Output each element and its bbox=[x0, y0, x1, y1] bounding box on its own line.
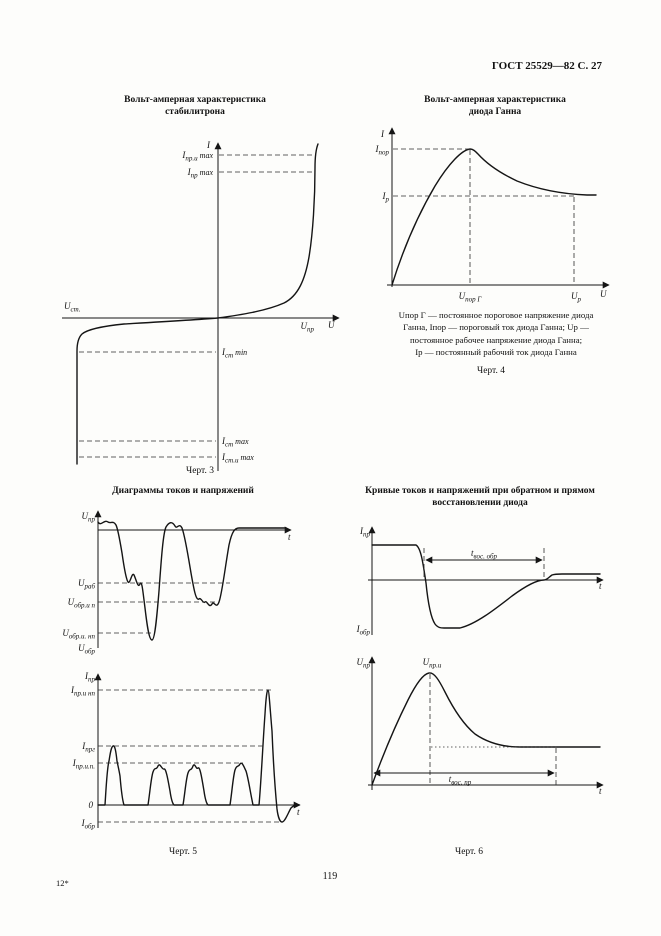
fig3-label-ust: Uст. bbox=[64, 301, 81, 314]
fig3-forward-branch-curve bbox=[217, 143, 319, 319]
fig4-label-upor-g: Uпор Г bbox=[459, 291, 483, 304]
fig5-bottom-label-t: t bbox=[297, 807, 300, 817]
fig4-title-line2: диода Ганна bbox=[468, 106, 522, 117]
fig3-title-line2: стабилитрона bbox=[165, 106, 225, 117]
fig6-label-upri: Uпр.и bbox=[423, 657, 442, 670]
fig6-title-line2: восстановлении диода bbox=[432, 497, 528, 508]
fig4-iv-curve bbox=[391, 148, 597, 286]
fig6-bottom-label-t: t bbox=[599, 786, 602, 796]
fig5-label-ipr: Iпр bbox=[84, 671, 96, 684]
fig4-note-line2: Ганна, Iпор — пороговый ток диода Ганна;… bbox=[403, 322, 589, 333]
fig6-current-plot: Iпр tвос. обр Iобр t bbox=[356, 526, 604, 637]
fig3-plot: I Iпр.и max Iпр max Uст. Uпр U Iст min I… bbox=[62, 140, 340, 471]
fig6-title: Кривые токов и напряжений при обратном и… bbox=[338, 486, 622, 509]
fig6-voltage-plot: Uпр Uпр.и tвос. пр t bbox=[357, 656, 604, 796]
fig6-bottom-curve bbox=[371, 672, 601, 786]
fig4-note-line4: Iр — постоянный рабочий ток диода Ганна bbox=[415, 346, 577, 357]
fig5-top-waveform bbox=[97, 520, 287, 641]
doc-header: ГОСТ 25529—82 С. 27 bbox=[491, 60, 602, 72]
fig5-label-upr: Uпр bbox=[82, 511, 96, 524]
fig5-caption: Черт. 5 bbox=[169, 847, 197, 857]
fig4-title-line1: Вольт-амперная характеристика bbox=[424, 95, 566, 105]
fig5-bottom-waveform bbox=[97, 689, 300, 823]
fig4-caption: Черт. 4 bbox=[477, 366, 505, 376]
fig6-label-ipr: Iпр bbox=[359, 526, 371, 539]
fig4-plot: I Iпор Iр Uпор Г Uр U bbox=[375, 127, 610, 304]
fig5-voltage-plot: Uпр t Uраб Uобр.и п Uобр.и. нп Uобр bbox=[62, 510, 292, 656]
fig6-caption: Черт. 6 bbox=[455, 847, 483, 857]
fig6-label-tvos-obr: tвос. обр bbox=[471, 548, 497, 561]
fig3-title-line1: Вольт-амперная характеристика bbox=[124, 95, 266, 105]
fig3-label-isti-max: Iст.и max bbox=[221, 452, 254, 465]
fig3-label-axis-i: I bbox=[206, 140, 211, 150]
fig4-note-line3: постоянное рабочее напряжение диода Ганн… bbox=[409, 334, 583, 345]
fig5-title: Диаграммы токов и напряжений bbox=[112, 486, 254, 496]
fig4-note-line1: Uпор Г — постоянное пороговое напряжение… bbox=[398, 310, 594, 320]
fig4-note: Uпор Г — постоянное пороговое напряжение… bbox=[377, 309, 615, 358]
fig6-top-curve bbox=[371, 544, 601, 629]
fig5-label-uobr-inp: Uобр.и. нп bbox=[62, 628, 95, 641]
fig3-label-upr: Uпр bbox=[301, 321, 315, 334]
fig4-title: Вольт-амперная характеристика диода Ганн… bbox=[372, 95, 618, 118]
fig5-label-uobr: Uобр bbox=[78, 643, 95, 656]
fig6-top-label-t: t bbox=[599, 581, 602, 591]
fig3-caption: Черт. 3 bbox=[186, 466, 214, 476]
fig5-label-iprg: Iпрг bbox=[81, 741, 95, 754]
fig3-label-ipri-max: Iпр.и max bbox=[181, 150, 213, 163]
fig5-label-urab: Uраб bbox=[78, 578, 96, 591]
fig4-label-ip: Iр bbox=[382, 191, 390, 204]
fig3-label-ist-min: Iст min bbox=[221, 347, 247, 360]
fig3-title: Вольт-амперная характеристика стабилитро… bbox=[70, 95, 320, 118]
signature-mark: 12* bbox=[56, 878, 69, 888]
fig5-label-ipri-p: Iпр.и.п. bbox=[72, 758, 96, 771]
fig3-label-ist-max: Iст max bbox=[221, 436, 249, 449]
fig5-top-label-t: t bbox=[288, 532, 291, 542]
fig4-label-ipor: Iпор bbox=[375, 144, 390, 157]
fig4-label-axis-i: I bbox=[380, 129, 385, 139]
fig5-label-uobr-ip: Uобр.и п bbox=[68, 597, 96, 610]
page-number: 119 bbox=[322, 871, 338, 882]
fig5-label-zero: 0 bbox=[89, 800, 94, 810]
fig5-label-ipri-np: Iпр.и нп bbox=[70, 685, 95, 698]
fig5-current-plot: Iпр Iпр.и нп Iпрг Iпр.и.п. 0 Iобр t bbox=[70, 671, 301, 831]
fig4-label-axis-u: U bbox=[600, 289, 607, 299]
fig5-label-iobr: Iобр bbox=[81, 818, 96, 831]
fig6-label-iobr: Iобр bbox=[356, 624, 371, 637]
fig4-label-up: Uр bbox=[571, 291, 582, 304]
fig6-title-line1: Кривые токов и напряжений при обратном и… bbox=[365, 486, 595, 496]
fig6-label-upr: Uпр bbox=[357, 657, 371, 670]
fig3-reverse-branch-curve bbox=[76, 317, 219, 465]
fig6-label-tvos-pr: tвос. пр bbox=[449, 774, 472, 787]
fig3-label-axis-u: U bbox=[328, 320, 335, 330]
fig3-label-ipr-max: Iпр max bbox=[187, 167, 214, 180]
